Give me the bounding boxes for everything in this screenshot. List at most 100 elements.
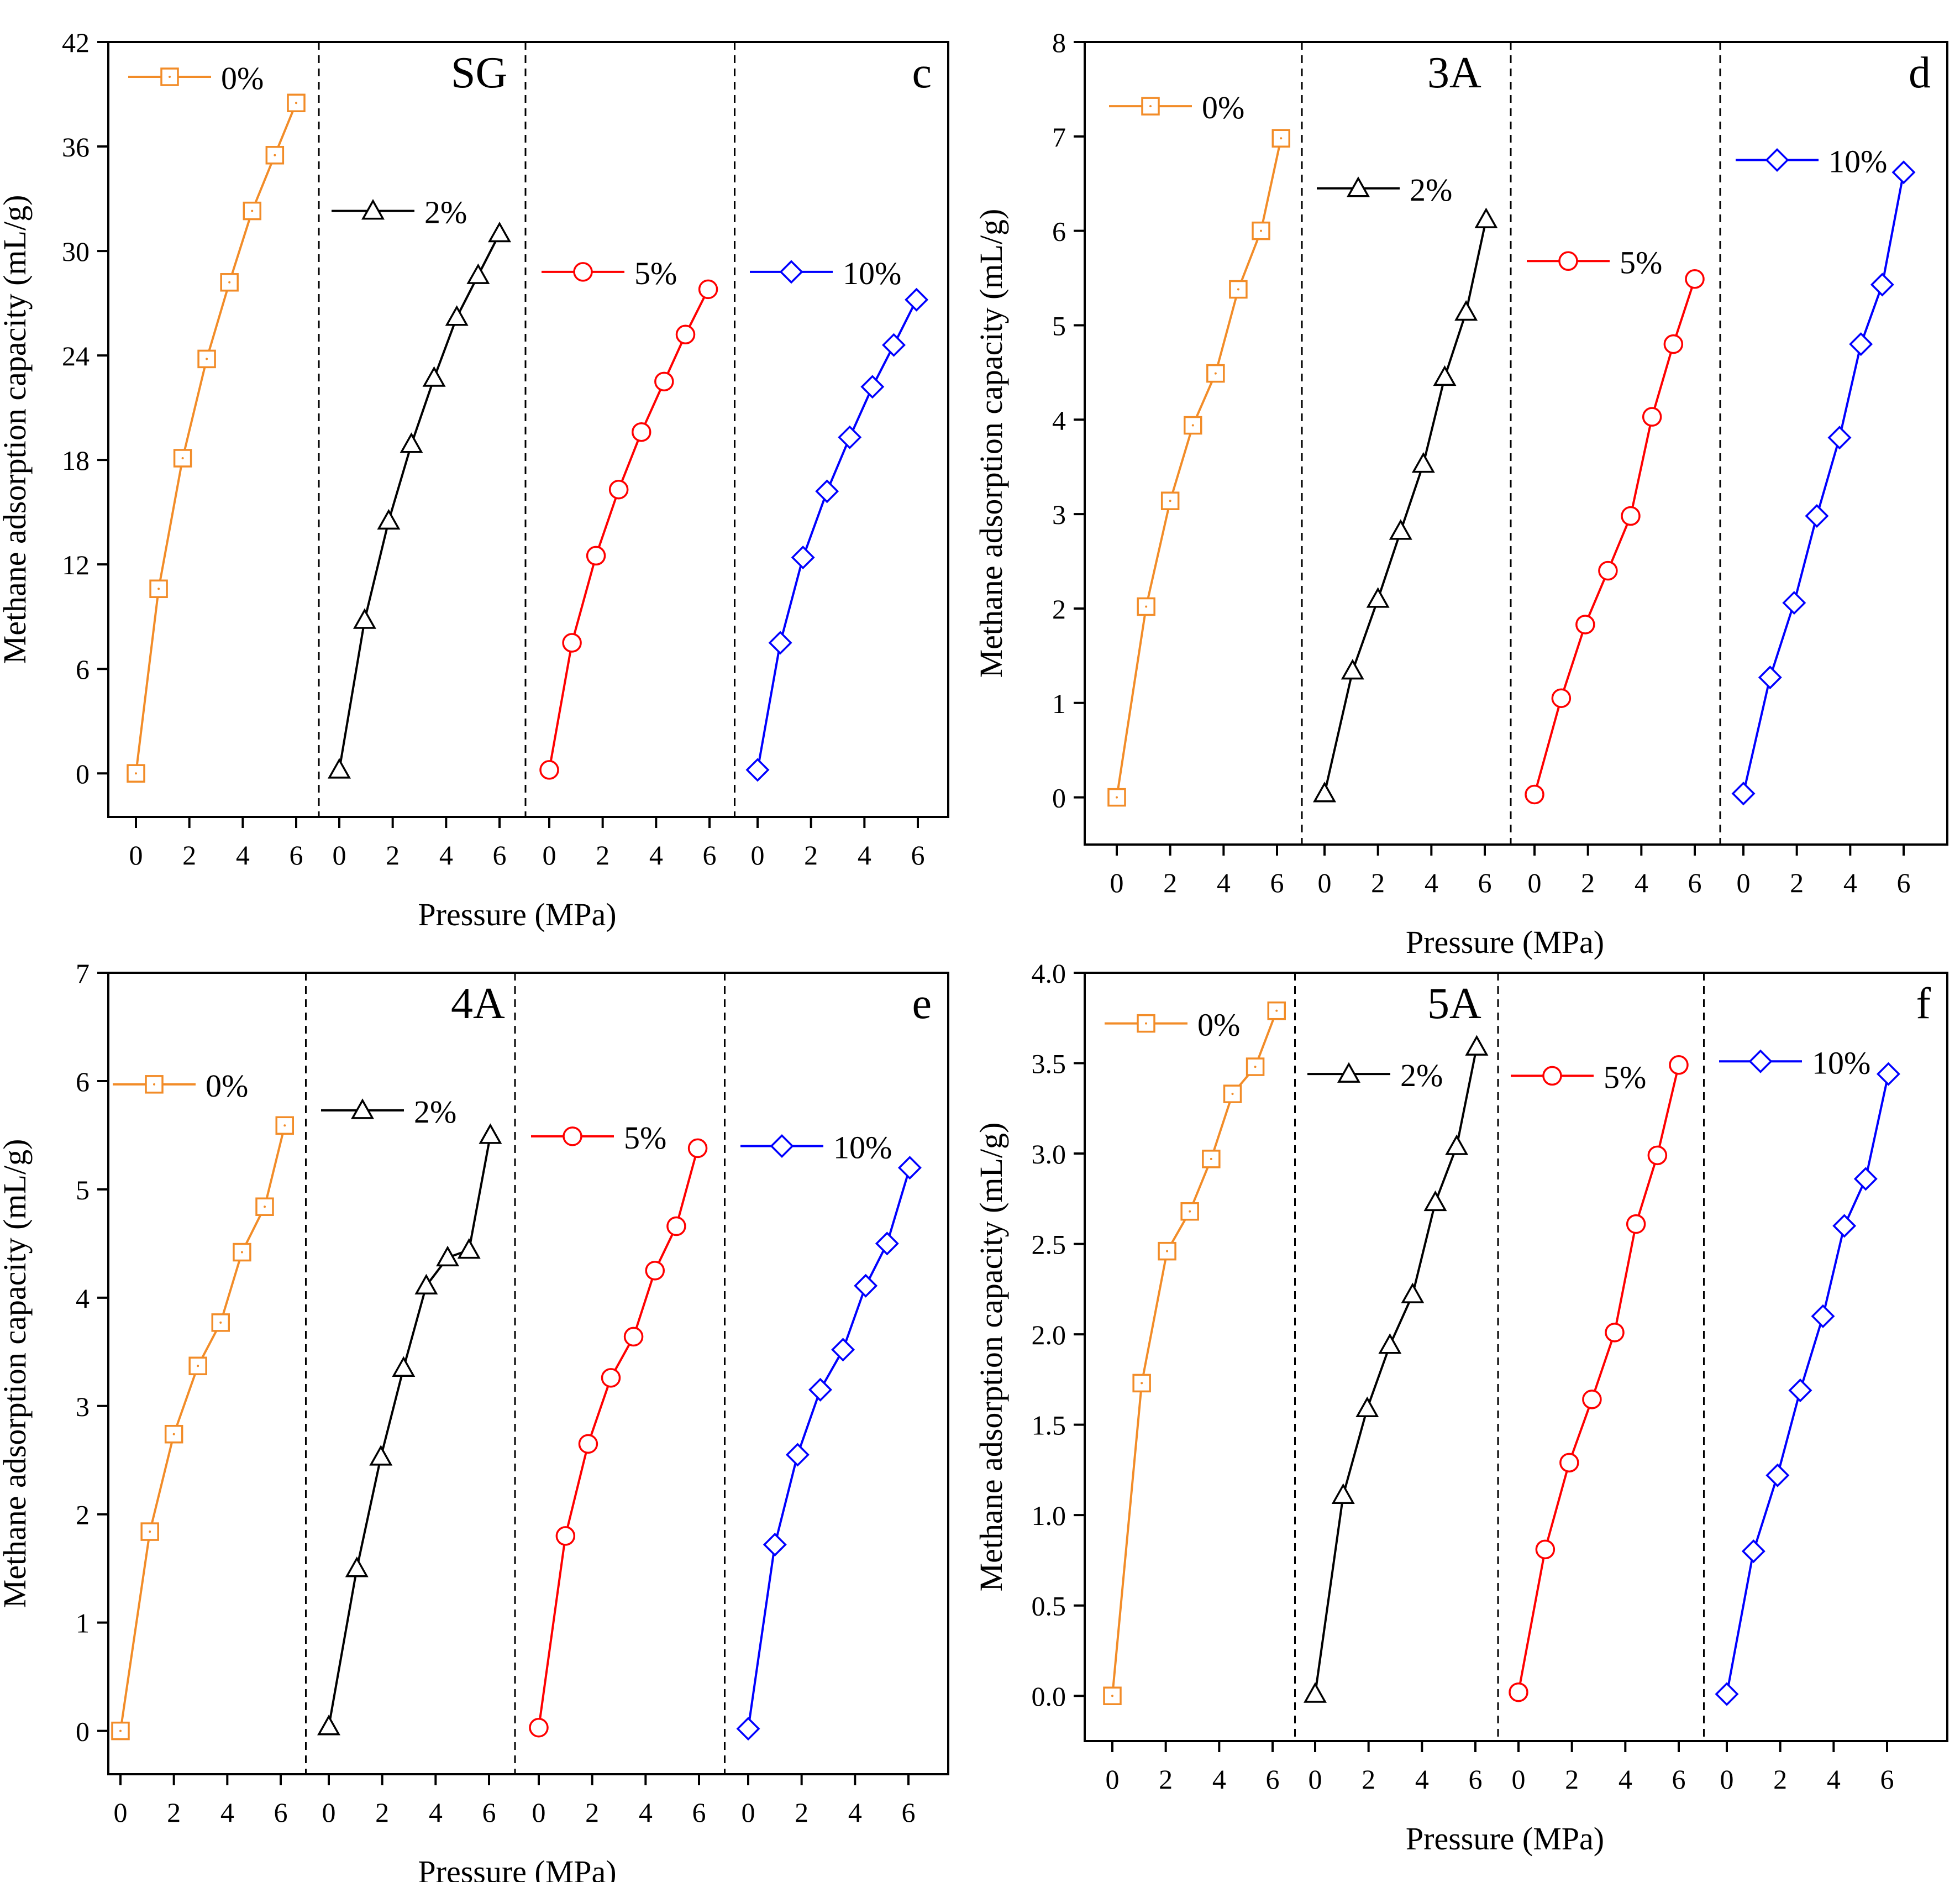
- data-point: [905, 287, 929, 312]
- data-point: [529, 1717, 549, 1738]
- x-tick-label: 0: [1318, 867, 1332, 898]
- data-point: [1626, 1214, 1646, 1234]
- data-point: [1551, 688, 1572, 708]
- plot-frame: [1084, 972, 1948, 1742]
- data-point: [736, 1717, 760, 1741]
- x-tick-label: 6: [1688, 867, 1702, 898]
- data-point: [666, 1216, 686, 1236]
- x-tick-label: 0: [543, 840, 556, 871]
- x-tick-label: 2: [585, 1797, 599, 1828]
- data-point: [1582, 1390, 1602, 1409]
- data-point-dot: [264, 1205, 266, 1208]
- data-point-dot: [1210, 1157, 1212, 1160]
- x-tick-label: 6: [692, 1797, 706, 1828]
- data-point: [1731, 782, 1756, 806]
- data-point: [1366, 587, 1390, 608]
- data-point: [353, 608, 376, 629]
- series-line: [1111, 1010, 1278, 1696]
- y-tick-label: 2.5: [1032, 1229, 1066, 1260]
- series-5pct: 5%: [1509, 1055, 1689, 1702]
- data-point: [808, 1377, 832, 1402]
- data-point-dot: [1145, 605, 1148, 608]
- legend-label: 10%: [843, 255, 901, 291]
- x-tick-label: 2: [1362, 1764, 1375, 1795]
- data-point: [632, 422, 651, 442]
- data-point: [1669, 1055, 1689, 1075]
- y-axis-title: Methane adsorption capacity (mL/g): [0, 195, 33, 664]
- x-tick-label: 0: [114, 1797, 128, 1828]
- x-tick-label: 4: [639, 1797, 653, 1828]
- data-point: [854, 1273, 878, 1298]
- series-2pct: 2%: [328, 195, 511, 779]
- series-line: [338, 233, 501, 770]
- data-point-dot: [1275, 1009, 1278, 1012]
- data-point: [875, 1231, 899, 1256]
- data-point: [1663, 334, 1684, 354]
- data-point: [1313, 782, 1336, 803]
- data-point: [1758, 665, 1782, 690]
- y-tick-label: 1: [76, 1608, 90, 1639]
- data-point: [1621, 506, 1641, 526]
- data-point: [831, 1338, 855, 1362]
- data-point: [1229, 280, 1248, 299]
- data-point-dot: [1141, 1382, 1143, 1385]
- data-point-dot: [1169, 500, 1171, 502]
- data-point: [1805, 504, 1829, 528]
- legend-label: 10%: [1828, 144, 1887, 180]
- data-point: [860, 375, 885, 399]
- x-tick-label: 0: [742, 1797, 755, 1828]
- data-point: [400, 432, 423, 453]
- x-axis-title: Pressure (MPa): [418, 1854, 616, 1882]
- data-point-dot: [295, 102, 297, 104]
- plot-frame: [1084, 41, 1948, 846]
- data-point: [1341, 659, 1364, 680]
- x-tick-label: 6: [703, 840, 717, 871]
- legend-marker: [770, 1134, 794, 1158]
- y-tick-label: 36: [62, 132, 90, 162]
- data-point: [1454, 300, 1478, 321]
- y-axis-title: Methane adsorption capacity (mL/g): [973, 1123, 1009, 1592]
- series-line: [548, 289, 710, 770]
- data-point: [392, 1356, 416, 1377]
- legend-marker: [1558, 251, 1578, 271]
- y-tick-label: 0.5: [1032, 1591, 1066, 1622]
- panel-d: 0 1 2 3 4 5 6 7 8 Methane adsorption capacity (mL…: [973, 27, 1948, 960]
- x-tick-label: 6: [1897, 867, 1911, 898]
- x-tick-label: 0: [1512, 1764, 1526, 1795]
- series-line: [1116, 138, 1283, 798]
- y-tick-label: 42: [62, 27, 90, 58]
- data-point-dot: [149, 1530, 151, 1533]
- x-tick-label: 4: [858, 840, 871, 871]
- y-tick-label: 8: [1052, 27, 1066, 58]
- data-point: [422, 366, 446, 387]
- series-line: [1323, 219, 1488, 794]
- data-point: [1715, 1682, 1739, 1706]
- y-tick-label: 5: [1052, 310, 1066, 341]
- y-tick-label: 7: [1052, 122, 1066, 153]
- data-point-dot: [1189, 1210, 1191, 1213]
- legend-label: 2%: [414, 1094, 456, 1130]
- x-tick-label: 6: [290, 840, 303, 871]
- data-point-dot: [1237, 288, 1239, 291]
- data-point: [785, 1443, 810, 1467]
- y-tick-label: 2: [1052, 594, 1066, 625]
- y-axis-title: Methane adsorption capacity (mL/g): [973, 209, 1009, 678]
- data-point: [1827, 426, 1852, 450]
- series-2pct: 2%: [1313, 172, 1498, 803]
- x-tick-label: 2: [167, 1797, 181, 1828]
- data-point: [815, 479, 839, 504]
- data-point: [698, 279, 718, 300]
- data-point: [1575, 615, 1595, 635]
- data-point: [897, 1156, 922, 1180]
- y-tick-label: 0.0: [1032, 1681, 1066, 1712]
- legend-marker-dot: [1145, 1022, 1147, 1025]
- data-point: [1535, 1539, 1556, 1560]
- x-tick-label: 4: [1425, 867, 1438, 898]
- data-point: [1849, 332, 1873, 357]
- x-tick-label: 0: [322, 1797, 336, 1828]
- data-point: [173, 449, 192, 468]
- x-tick-label: 2: [182, 840, 196, 871]
- data-point: [1647, 1145, 1668, 1166]
- data-point: [275, 1116, 294, 1135]
- panel-f: 0.0 0.5 1.0 1.5 2.0 2.5 3.0 3.5 4.0 Methane adsor…: [973, 958, 1948, 1857]
